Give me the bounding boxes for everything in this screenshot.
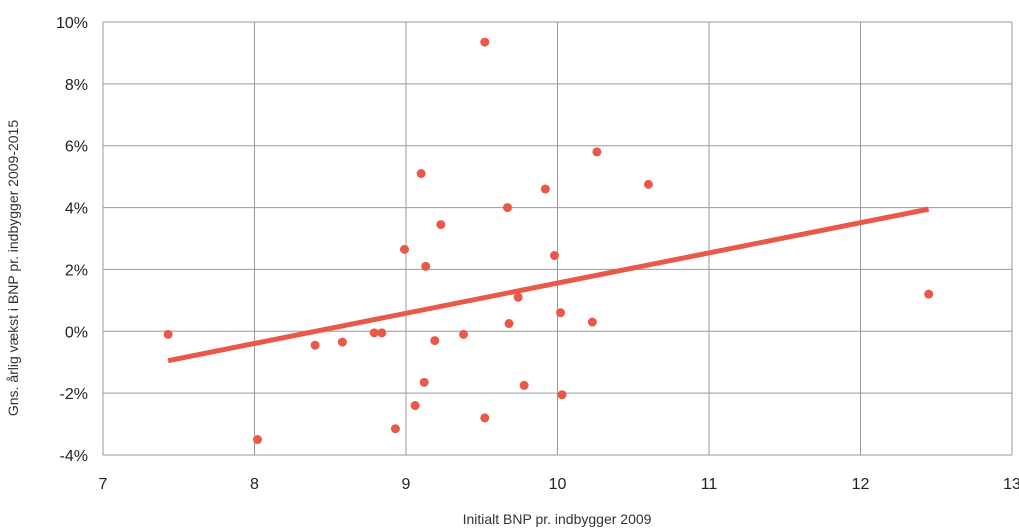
data-point — [557, 390, 567, 400]
y-tick-label: 4% — [65, 201, 88, 218]
data-point — [549, 251, 559, 261]
data-point — [643, 179, 653, 189]
data-point — [337, 337, 347, 347]
data-point — [421, 261, 431, 271]
x-axis-ticks: 7 8 9 10 11 12 13 — [99, 476, 1019, 493]
x-tick-label: 12 — [852, 476, 870, 493]
data-point — [377, 328, 387, 338]
y-tick-label: -2% — [60, 386, 88, 403]
data-point — [436, 220, 446, 230]
data-point — [416, 169, 426, 179]
y-tick-label: 6% — [65, 139, 88, 156]
x-axis-title: Initialt BNP pr. indbygger 2009 — [463, 511, 652, 527]
data-point — [587, 317, 597, 327]
data-point — [513, 292, 523, 302]
y-axis-title: Gns. årlig vækst i BNP pr. indbygger 200… — [5, 120, 21, 416]
y-tick-label: 10% — [56, 15, 88, 32]
data-points — [163, 37, 934, 445]
data-point — [419, 377, 429, 387]
y-axis-ticks: -4% -2% 0% 2% 4% 6% 8% 10% — [56, 15, 88, 465]
data-point — [310, 340, 320, 350]
data-point — [480, 37, 490, 47]
y-tick-label: 2% — [65, 262, 88, 279]
trendline-group — [167, 206, 930, 364]
x-tick-label: 13 — [1003, 476, 1019, 493]
data-point — [540, 184, 550, 194]
data-point — [459, 329, 469, 339]
x-tick-label: 11 — [701, 476, 718, 493]
data-point — [592, 147, 602, 157]
y-tick-label: -4% — [60, 448, 88, 465]
data-point — [504, 319, 514, 329]
x-tick-label: 10 — [549, 476, 567, 493]
data-point — [519, 380, 529, 390]
data-point — [163, 329, 173, 339]
data-point — [430, 336, 440, 346]
data-point — [480, 413, 490, 423]
data-point — [924, 289, 934, 299]
data-point — [253, 435, 263, 445]
data-point — [390, 424, 400, 434]
data-point — [399, 244, 409, 254]
data-point — [410, 401, 420, 411]
x-tick-label: 7 — [99, 476, 108, 493]
y-tick-label: 0% — [65, 324, 88, 341]
data-point — [556, 308, 566, 318]
data-point — [503, 203, 513, 213]
y-tick-label: 8% — [65, 77, 88, 94]
x-tick-label: 8 — [250, 476, 259, 493]
data-point — [369, 328, 379, 338]
trendline — [167, 206, 930, 364]
grid-lines — [102, 21, 1013, 456]
x-tick-label: 9 — [402, 476, 411, 493]
